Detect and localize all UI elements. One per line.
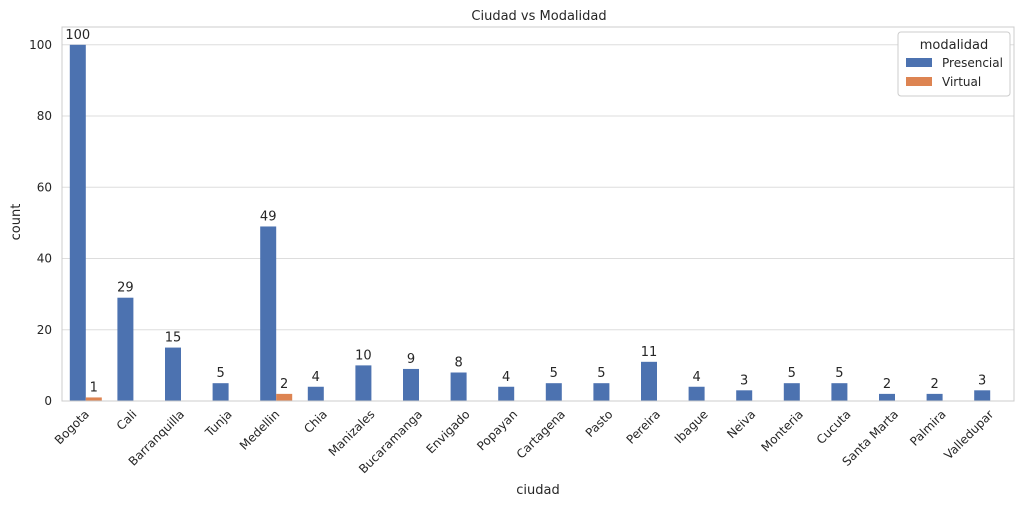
legend-label-presencial: Presencial xyxy=(942,56,1003,70)
x-tick-label: Pereira xyxy=(624,407,664,447)
y-tick-label: 20 xyxy=(37,323,52,337)
x-tick-label: Neiva xyxy=(724,407,758,441)
legend-swatch-virtual xyxy=(906,77,932,86)
x-tick-label: Envigado xyxy=(424,407,473,456)
data-label: 4 xyxy=(502,370,510,385)
bar-presencial-cartagena xyxy=(545,383,562,401)
data-label: 5 xyxy=(788,366,796,381)
x-tick-label: Chia xyxy=(301,407,330,436)
data-label: 2 xyxy=(930,377,938,392)
data-label: 4 xyxy=(312,370,320,385)
data-label: 49 xyxy=(260,209,277,224)
x-tick-label: Popayan xyxy=(474,407,520,453)
bar-presencial-palmira xyxy=(926,393,943,401)
x-tick-label: Cartagena xyxy=(514,407,568,461)
x-tick-label: Manizales xyxy=(326,407,378,459)
bar-virtual-medellin xyxy=(276,393,293,401)
data-label: 100 xyxy=(65,28,90,43)
bar-presencial-valledupar xyxy=(974,390,991,401)
legend-swatch-presencial xyxy=(906,58,932,67)
data-label: 2 xyxy=(280,377,288,392)
data-label: 4 xyxy=(692,370,700,385)
bar-presencial-chia xyxy=(307,386,324,401)
bar-presencial-pereira xyxy=(641,361,657,401)
data-label: 5 xyxy=(550,366,558,381)
x-tick-label: Cucuta xyxy=(814,407,854,447)
data-labels: 100 1 29 15 5 49 2 4 10 9 8 4 5 5 11 4 3 5 5 2 2 3 xyxy=(65,28,986,396)
data-label: 1 xyxy=(90,380,98,395)
x-tick-label: Pasto xyxy=(583,407,616,440)
data-label: 29 xyxy=(117,281,134,296)
grid-lines xyxy=(62,44,1014,402)
y-tick-label: 100 xyxy=(29,38,52,52)
bar-presencial-ibague xyxy=(688,386,705,401)
bar-presencial-popayan xyxy=(498,386,515,401)
x-tick-label: Ibague xyxy=(672,407,711,446)
bar-presencial-tunja xyxy=(212,383,229,401)
x-tick-label: Cali xyxy=(114,407,140,433)
legend-label-virtual: Virtual xyxy=(942,75,981,89)
data-label: 2 xyxy=(883,377,891,392)
bar-presencial-cali xyxy=(117,297,134,401)
bar-presencial-bogota xyxy=(69,44,86,402)
x-tick-label: Bogota xyxy=(52,407,92,447)
x-tick-label: Tunja xyxy=(202,407,235,440)
data-label: 5 xyxy=(835,366,843,381)
data-label: 10 xyxy=(355,348,372,363)
bar-presencial-medellin xyxy=(260,226,277,401)
chart-title: Ciudad vs Modalidad xyxy=(471,9,606,24)
data-label: 11 xyxy=(641,345,658,360)
data-label: 9 xyxy=(407,352,415,367)
x-tick-label: Palmira xyxy=(907,407,949,449)
y-axis-ticks: 0 20 40 60 80 100 xyxy=(29,38,52,408)
data-label: 5 xyxy=(597,366,605,381)
y-tick-label: 60 xyxy=(37,180,52,194)
x-axis-label: ciudad xyxy=(516,483,559,498)
x-tick-label: Monteria xyxy=(759,407,806,454)
bar-presencial-pasto xyxy=(593,383,610,401)
bar-presencial-monteria xyxy=(783,383,800,401)
x-tick-label: Valledupar xyxy=(941,407,996,462)
data-label: 5 xyxy=(216,366,224,381)
y-tick-label: 80 xyxy=(37,109,52,123)
legend-title: modalidad xyxy=(920,38,989,53)
bar-presencial-santa-marta xyxy=(879,393,895,401)
bar-presencial-envigado xyxy=(450,372,467,401)
legend: modalidad Presencial Virtual xyxy=(897,31,1011,97)
y-axis-label: count xyxy=(9,204,24,241)
x-tick-label: Medellin xyxy=(237,407,282,452)
data-label: 3 xyxy=(740,373,748,388)
y-tick-label: 0 xyxy=(44,394,52,408)
plot-frame xyxy=(61,26,1015,402)
bar-presencial-bucaramanga xyxy=(403,368,419,401)
bar-presencial-neiva xyxy=(736,390,753,401)
bar-presencial-barranquilla xyxy=(165,347,181,401)
data-label: 15 xyxy=(165,331,182,346)
bars xyxy=(69,44,991,402)
bar-presencial-manizales xyxy=(355,365,372,401)
bar-presencial-cucuta xyxy=(831,383,848,401)
data-label: 8 xyxy=(454,356,462,371)
y-tick-label: 40 xyxy=(37,252,52,266)
data-label: 3 xyxy=(978,373,986,388)
bar-virtual-bogota xyxy=(85,397,102,401)
